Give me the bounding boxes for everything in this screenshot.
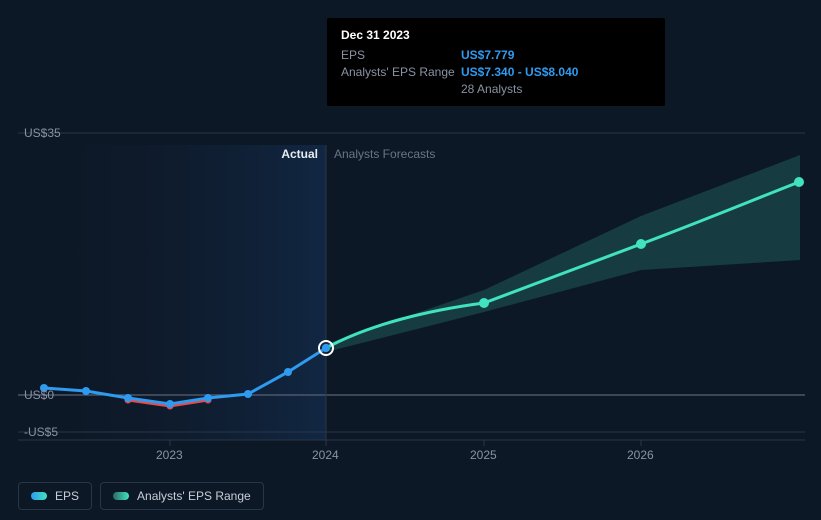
region-label-forecast: Analysts Forecasts — [334, 147, 435, 161]
legend-item[interactable]: Analysts' EPS Range — [100, 482, 264, 510]
eps-forecast-chart: Actual Analysts Forecasts Dec 31 2023 EP… — [0, 0, 821, 520]
x-axis-tick-label: 2023 — [156, 448, 183, 462]
legend-swatch-icon — [113, 492, 129, 500]
tooltip-analyst-count: 28 Analysts — [461, 82, 651, 96]
legend: EPS Analysts' EPS Range — [18, 482, 264, 510]
legend-item[interactable]: EPS — [18, 482, 92, 510]
x-axis-tick-label: 2024 — [312, 448, 339, 462]
region-label-actual: Actual — [268, 147, 318, 161]
x-axis-tick-label: 2026 — [627, 448, 654, 462]
tooltip-row-label: EPS — [341, 48, 461, 62]
tooltip-row-value: US$7.779 — [461, 48, 514, 62]
y-axis-tick-label: -US$5 — [24, 425, 58, 439]
legend-label: EPS — [55, 489, 79, 503]
y-axis-tick-label: US$0 — [24, 388, 54, 402]
tooltip-row: Analysts' EPS RangeUS$7.340 - US$8.040 — [341, 65, 651, 79]
y-axis-tick-label: US$35 — [24, 126, 61, 140]
legend-label: Analysts' EPS Range — [137, 489, 251, 503]
legend-swatch-icon — [31, 492, 47, 500]
hover-tooltip: Dec 31 2023 EPSUS$7.779Analysts' EPS Ran… — [327, 18, 665, 106]
x-axis-tick-label: 2025 — [470, 448, 497, 462]
tooltip-date: Dec 31 2023 — [341, 28, 651, 42]
tooltip-row-label: Analysts' EPS Range — [341, 65, 461, 79]
tooltip-row-value: US$7.340 - US$8.040 — [461, 65, 578, 79]
tooltip-row: EPSUS$7.779 — [341, 48, 651, 62]
